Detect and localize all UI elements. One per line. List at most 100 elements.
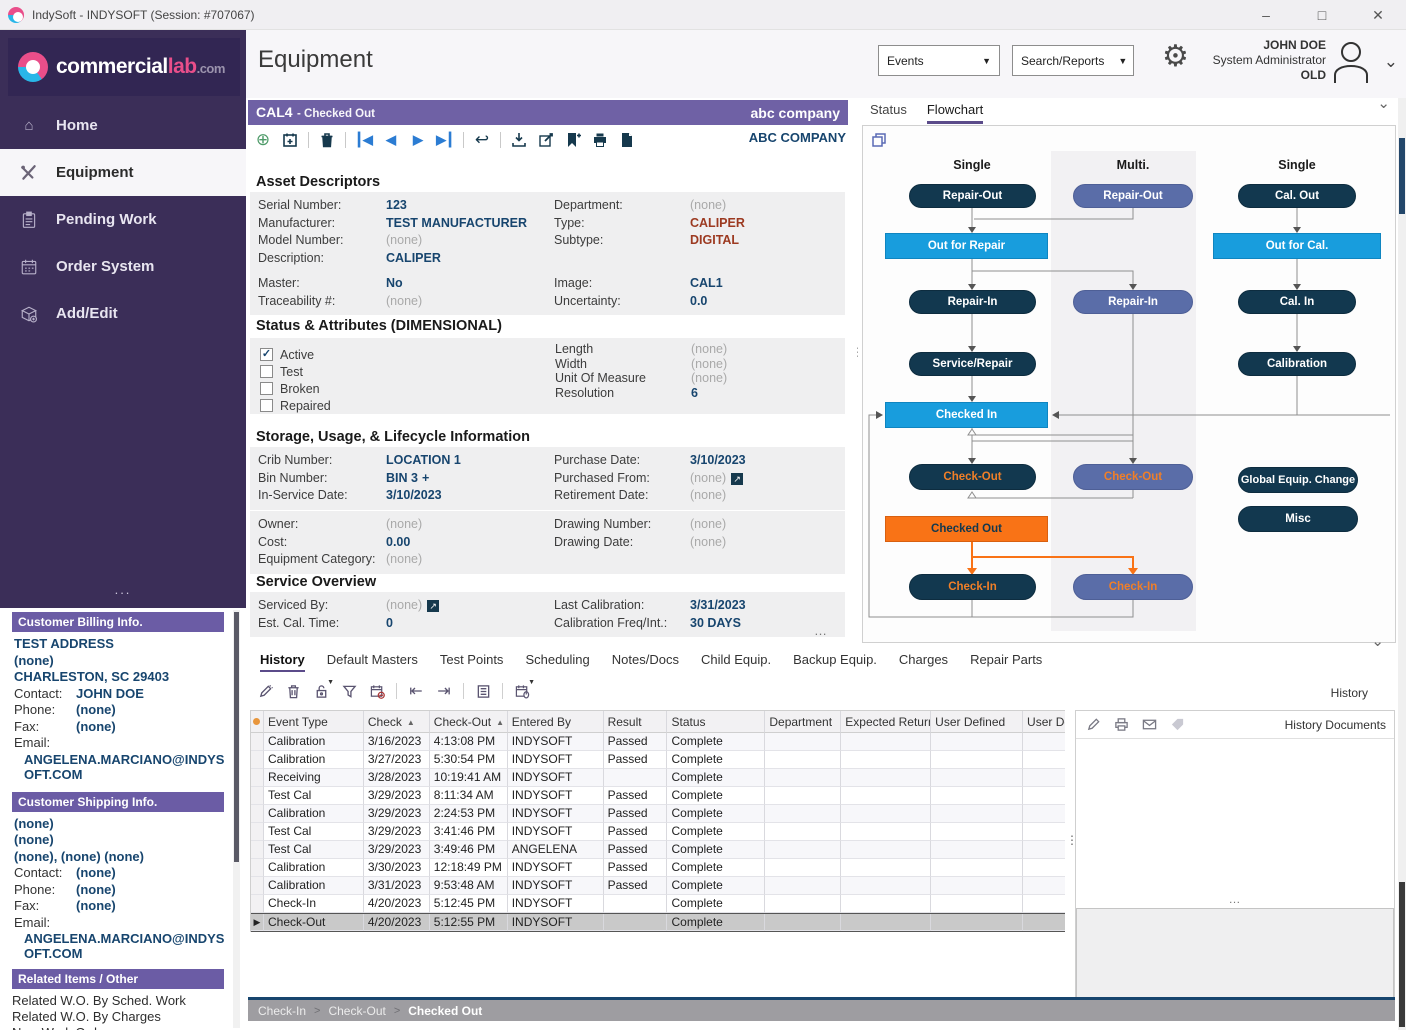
flow-node-repair-out-single[interactable]: Repair-Out [909, 184, 1036, 208]
related-item-sched-work[interactable]: Related W.O. By Sched. Work [12, 993, 246, 1009]
image-value[interactable]: CAL1 [690, 275, 845, 293]
flow-node-out-for-repair[interactable]: Out for Repair [885, 233, 1048, 259]
filter-icon[interactable] [340, 682, 358, 700]
flow-node-check-out-multi[interactable]: Check-Out [1073, 464, 1193, 490]
minimize-button[interactable]: – [1238, 0, 1294, 30]
flow-node-check-in-multi[interactable]: Check-In [1073, 574, 1193, 600]
left-panel-scrollbar[interactable] [233, 610, 240, 1028]
company-link[interactable]: ABC COMPANY [749, 130, 846, 145]
gear-icon[interactable]: ⚙ [1162, 42, 1189, 72]
email-icon[interactable] [1140, 716, 1158, 734]
open-link-icon[interactable]: ↗ [427, 600, 439, 612]
user-menu-chevron-icon[interactable]: ⌄ [1384, 52, 1398, 72]
broken-checkbox[interactable] [260, 382, 273, 395]
sidebar-more-dots[interactable]: ... [0, 582, 246, 597]
tab-repair-parts[interactable]: Repair Parts [970, 652, 1042, 672]
flow-node-checked-out[interactable]: Checked Out [885, 516, 1048, 542]
trash-icon[interactable] [284, 682, 302, 700]
history-row[interactable]: Check-In4/20/20235:12:45 PMINDYSOFTCompl… [251, 895, 1065, 913]
calendar-add-icon[interactable] [281, 131, 299, 149]
history-row[interactable]: Calibration3/30/202312:18:49 PMINDYSOFTP… [251, 859, 1065, 877]
history-row[interactable]: Calibration3/29/20232:24:53 PMINDYSOFTPa… [251, 805, 1065, 823]
flow-node-checked-in[interactable]: Checked In [885, 402, 1048, 428]
history-row[interactable]: Test Cal3/29/20233:49:46 PMANGELENAPasse… [251, 841, 1065, 859]
type-value[interactable]: CALIPER [690, 215, 845, 233]
flow-node-check-out-single[interactable]: Check-Out [909, 464, 1036, 490]
tab-scheduling[interactable]: Scheduling [525, 652, 589, 672]
breadcrumb-check-in[interactable]: Check-In [258, 1004, 306, 1018]
billing-email-value[interactable]: ANGELENA.MARCIANO@INDYSOFT.COM [24, 752, 228, 782]
sidebar-item-order-system[interactable]: Order System [0, 243, 246, 290]
tab-flowchart[interactable]: Flowchart [927, 102, 983, 124]
window-scrollbar[interactable] [1398, 98, 1406, 1030]
tab-notes-docs[interactable]: Notes/Docs [612, 652, 679, 672]
mouse-calendar-icon[interactable]: ▼ [513, 682, 531, 700]
tab-default-masters[interactable]: Default Masters [327, 652, 418, 672]
document-icon[interactable] [618, 131, 636, 149]
calendar-remove-icon[interactable] [368, 682, 386, 700]
open-link-icon[interactable]: ↗ [731, 473, 743, 485]
history-row[interactable]: Test Cal3/29/20233:41:46 PMINDYSOFTPasse… [251, 823, 1065, 841]
flow-node-out-for-cal[interactable]: Out for Cal. [1213, 233, 1381, 259]
crib-number-value[interactable]: LOCATION 1 [386, 452, 554, 470]
flow-node-calibration[interactable]: Calibration [1238, 352, 1356, 376]
record-more-dots[interactable]: … [814, 623, 828, 638]
history-row[interactable]: Calibration3/27/20235:30:54 PMINDYSOFTPa… [251, 751, 1065, 769]
maximize-button[interactable]: □ [1294, 0, 1350, 30]
edit-pencil-icon[interactable] [256, 682, 274, 700]
edit-icon[interactable] [537, 131, 555, 149]
documents-more-dots[interactable]: … [1075, 892, 1395, 906]
tab-charges[interactable]: Charges [899, 652, 948, 672]
events-dropdown[interactable]: Events▼ [878, 45, 1000, 76]
nav-last-icon[interactable]: ▶┃ [436, 131, 454, 149]
history-table-header[interactable]: Event Type Check▲ Check-Out▲ Entered By … [251, 711, 1065, 733]
related-item-charges[interactable]: Related W.O. By Charges [12, 1009, 246, 1025]
manufacturer-value[interactable]: TEST MANUFACTURER [386, 215, 554, 233]
bin-add-icon[interactable]: + [422, 471, 429, 485]
undo-icon[interactable]: ↩ [473, 131, 491, 149]
serial-number-value[interactable]: 123 [386, 197, 554, 215]
nav-next-icon[interactable]: ▶ [409, 131, 427, 149]
tab-test-points[interactable]: Test Points [440, 652, 504, 672]
lock-icon[interactable]: ▼ [312, 682, 330, 700]
shipping-email-value[interactable]: ANGELENA.MARCIANO@INDYSOFT.COM [24, 931, 228, 961]
description-value[interactable]: CALIPER [386, 250, 554, 268]
panel-collapse-chevron-icon[interactable]: ⌄ [1377, 94, 1390, 112]
sidebar-item-equipment[interactable]: Equipment [0, 149, 246, 196]
tab-backup-equip[interactable]: Backup Equip. [793, 652, 877, 672]
subtype-value[interactable]: DIGITAL [690, 232, 845, 250]
trash-icon[interactable] [318, 131, 336, 149]
import-icon[interactable] [510, 131, 528, 149]
edit-pencil-icon[interactable] [1084, 716, 1102, 734]
sidebar-item-add-edit[interactable]: Add/Edit [0, 290, 246, 337]
history-row[interactable]: Calibration3/16/20234:13:08 PMINDYSOFTPa… [251, 733, 1065, 751]
repaired-checkbox[interactable] [260, 399, 273, 412]
history-row[interactable]: Test Cal3/29/20238:11:34 AMINDYSOFTPasse… [251, 787, 1065, 805]
flow-node-misc[interactable]: Misc [1238, 506, 1358, 532]
search-reports-dropdown[interactable]: Search/Reports▼ [1012, 45, 1134, 76]
scrollbar-thumb[interactable] [1399, 138, 1405, 214]
related-item-new-work-order[interactable]: New Work Order [12, 1025, 246, 1030]
history-row[interactable]: Receiving3/28/202310:19:41 AMINDYSOFTCom… [251, 769, 1065, 787]
flow-node-repair-out-multi[interactable]: Repair-Out [1073, 184, 1193, 208]
flow-node-repair-in-single[interactable]: Repair-In [909, 290, 1036, 314]
list-icon[interactable] [474, 682, 492, 700]
flow-node-global-equip-change[interactable]: Global Equip. Change [1238, 467, 1358, 493]
flow-node-cal-in[interactable]: Cal. In [1238, 290, 1356, 314]
bin-number-value[interactable]: BIN 3 [386, 471, 418, 485]
nav-prev-icon[interactable]: ◀ [382, 131, 400, 149]
close-button[interactable]: ✕ [1350, 0, 1406, 30]
history-row-selected[interactable]: ▶Check-Out4/20/20235:12:55 PMINDYSOFTCom… [251, 913, 1065, 932]
test-checkbox[interactable] [260, 365, 273, 378]
copy-icon[interactable] [871, 132, 887, 148]
arrow-in-left-icon[interactable]: ⇤ [407, 682, 425, 700]
tab-child-equip[interactable]: Child Equip. [701, 652, 771, 672]
breadcrumb-check-out[interactable]: Check-Out [328, 1004, 385, 1018]
nav-first-icon[interactable]: ┃◀ [355, 131, 373, 149]
active-checkbox[interactable]: ✓ [260, 348, 273, 361]
arrow-in-right-icon[interactable]: ⇥ [435, 682, 453, 700]
avatar[interactable] [1330, 38, 1372, 84]
sidebar-item-pending-work[interactable]: Pending Work [0, 196, 246, 243]
history-row[interactable]: Calibration3/31/20239:53:48 AMINDYSOFTPa… [251, 877, 1065, 895]
scrollbar-thumb[interactable] [1399, 882, 1405, 1027]
